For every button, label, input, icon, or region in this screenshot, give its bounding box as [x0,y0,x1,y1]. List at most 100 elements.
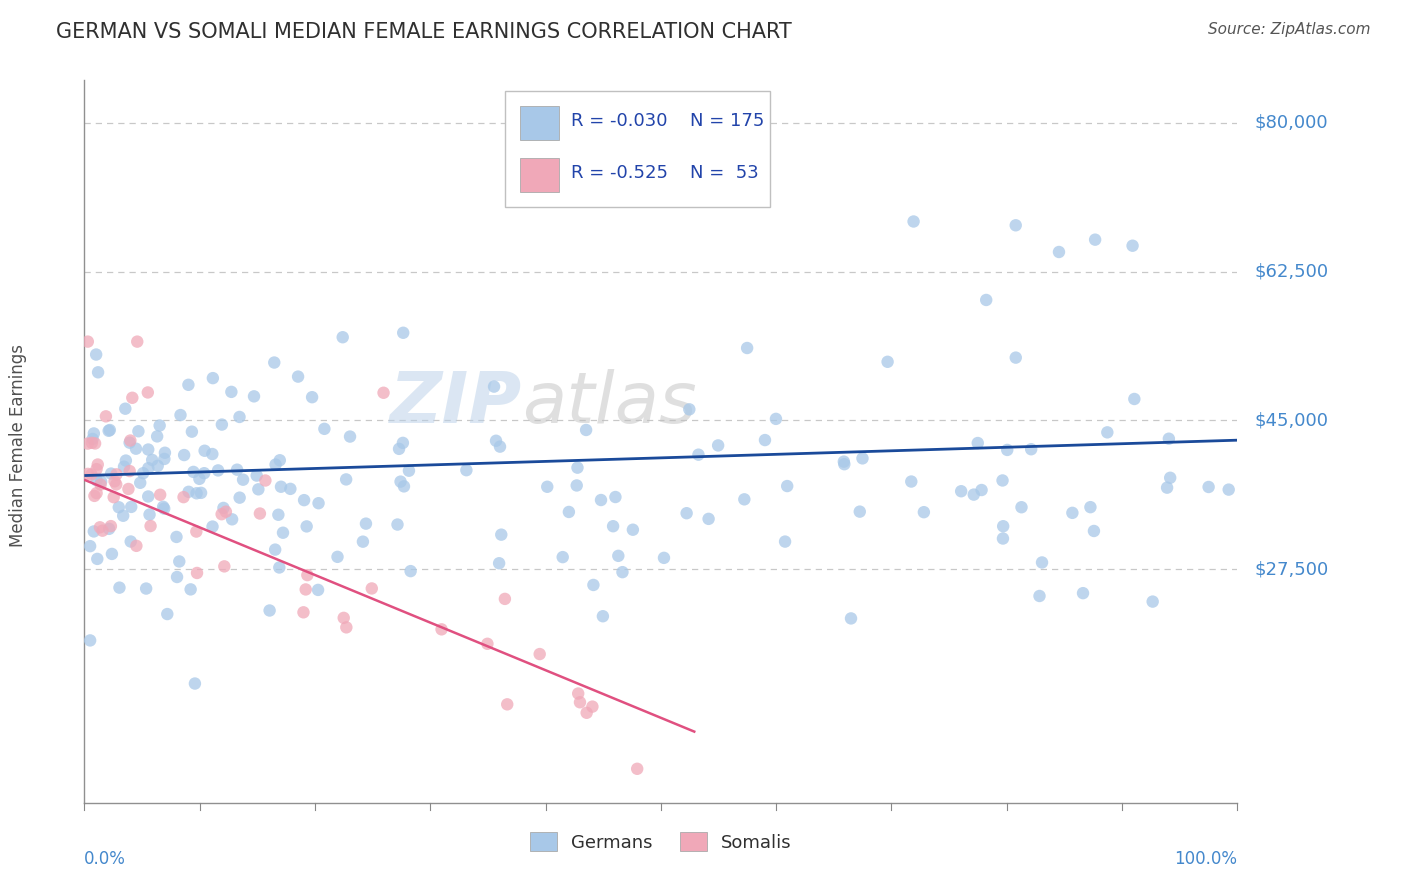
Point [177,377,200,392]
Point [152,500,174,514]
Point [79,633,101,648]
Point [339,429,361,443]
Point [89,520,111,534]
Point [84,436,107,450]
Point [849,505,872,519]
Point [1156,481,1178,495]
Point [993,519,1015,533]
Point [430,623,453,637]
Point [247,483,270,497]
Point [569,695,592,709]
Point [79,539,101,553]
Point [900,475,922,489]
Point [120,500,142,514]
Point [101,547,124,561]
Point [86,462,108,476]
Point [1019,442,1042,457]
Point [249,507,271,521]
Point [626,762,648,776]
Point [392,436,415,450]
Point [308,496,330,510]
Point [156,607,179,621]
Point [169,554,191,568]
Point [388,442,411,456]
Point [995,442,1018,457]
Point [201,371,224,385]
Point [589,493,612,508]
Point [491,527,513,541]
Point [1157,432,1180,446]
Point [121,391,143,405]
Point [970,483,993,497]
Point [1031,556,1053,570]
Point [186,566,208,580]
Point [138,508,160,522]
Point [221,384,243,399]
Point [607,549,630,563]
Point [567,460,589,475]
Point [1123,392,1146,406]
Point [765,412,787,426]
Point [177,484,200,499]
Point [477,637,499,651]
Point [876,355,898,369]
Point [605,490,627,504]
Point [575,423,598,437]
Point [697,512,720,526]
Point [166,530,188,544]
Point [392,326,415,340]
Point [292,605,315,619]
Point [153,446,176,460]
Point [91,524,114,538]
Point [194,443,217,458]
Point [482,379,505,393]
Point [754,433,776,447]
Point [1198,480,1220,494]
Point [326,549,349,564]
Point [83,426,105,441]
Point [621,523,644,537]
Point [186,524,208,539]
Point [98,423,121,437]
Point [232,473,254,487]
Point [335,620,357,634]
Point [90,475,112,489]
Point [169,408,191,422]
Point [117,482,139,496]
Point [118,464,141,478]
Point [149,488,172,502]
Point [125,539,148,553]
Point [991,532,1014,546]
Point [271,525,294,540]
Point [839,611,862,625]
Point [1084,233,1107,247]
Point [269,453,291,467]
Text: R = -0.030: R = -0.030 [571,112,668,130]
Point [488,556,510,570]
Point [87,458,110,472]
Point [263,355,285,369]
Text: Median Female Earnings: Median Female Earnings [8,344,27,548]
Point [1097,425,1119,440]
Point [132,466,155,480]
Text: N =  53: N = 53 [690,164,758,183]
Point [966,436,988,450]
Point [912,505,935,519]
Point [135,582,157,596]
Text: N = 175: N = 175 [690,112,763,130]
Point [243,389,266,403]
Point [991,474,1014,488]
Point [678,402,700,417]
Point [558,505,581,519]
Point [1218,483,1240,497]
Point [146,429,169,443]
Point [950,484,973,499]
Point [80,467,103,482]
Point [675,506,697,520]
Point [974,293,997,307]
Point [83,489,105,503]
Point [1004,219,1026,233]
Point [112,508,135,523]
Point [125,442,148,456]
Point [314,422,336,436]
